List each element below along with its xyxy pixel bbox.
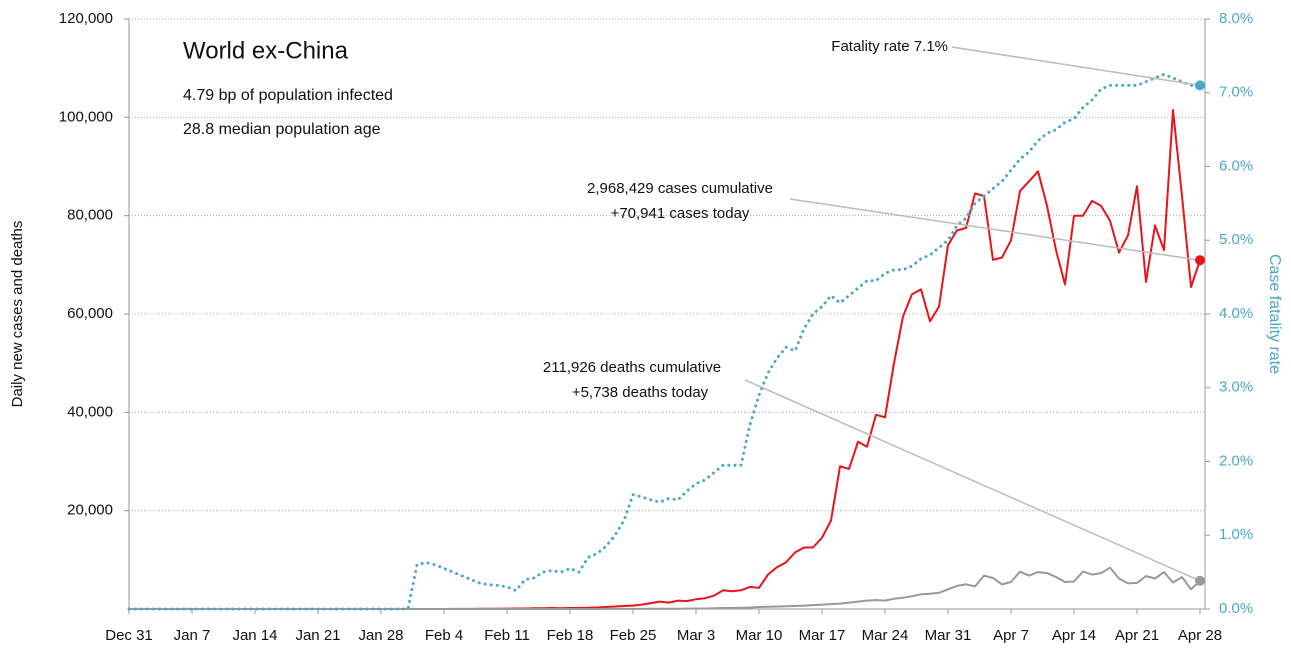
subtitle: 28.8 median population age (183, 121, 381, 138)
end-point (1195, 255, 1205, 266)
x-tick-label: Apr 14 (1052, 627, 1096, 644)
series-line (127, 72, 1202, 611)
y2-axis-label: Case fatality rate (1266, 254, 1283, 374)
x-tick-label: Mar 10 (736, 627, 783, 644)
y-axis-label: Daily new cases and deaths (9, 221, 26, 408)
end-point (1195, 575, 1205, 586)
y2-tick-label: 8.0% (1219, 10, 1253, 27)
y2-tick-label: 5.0% (1219, 231, 1253, 248)
annotation: Fatality rate 7.1% (831, 38, 948, 55)
y-tick-label: 100,000 (59, 108, 113, 125)
x-tick-label: Apr 7 (993, 627, 1029, 644)
leader-line (744, 379, 1201, 582)
x-tick-label: Dec 31 (105, 627, 153, 644)
y2-tick-label: 3.0% (1219, 379, 1253, 396)
x-tick-label: Apr 21 (1115, 627, 1159, 644)
x-tick-label: Feb 25 (610, 627, 657, 644)
x-tick-label: Mar 3 (677, 627, 715, 644)
y2-tick-label: 7.0% (1219, 84, 1253, 101)
y-tick-label: 60,000 (67, 305, 113, 322)
end-point (1195, 80, 1205, 91)
y2-tick-label: 0.0% (1219, 600, 1253, 617)
x-tick-label: Jan 28 (358, 627, 403, 644)
leader-line (789, 198, 1201, 261)
x-tick-label: Jan 14 (232, 627, 277, 644)
subtitle: 4.79 bp of population infected (183, 87, 393, 104)
x-tick-label: Mar 24 (862, 627, 909, 644)
y-tick-label: 80,000 (67, 207, 113, 224)
annotation: 211,926 deaths cumulative (543, 359, 721, 376)
x-tick-label: Feb 11 (484, 627, 530, 644)
annotation: +70,941 cases today (611, 205, 750, 222)
y2-tick-label: 1.0% (1219, 526, 1253, 543)
y2-tick-label: 6.0% (1219, 157, 1253, 174)
y-tick-label: 20,000 (67, 502, 113, 519)
chart-title: World ex-China (183, 37, 349, 64)
y-tick-label: 120,000 (59, 10, 113, 27)
leader-line (951, 46, 1201, 87)
x-tick-label: Mar 17 (799, 627, 846, 644)
y2-tick-label: 2.0% (1219, 452, 1253, 469)
x-tick-label: Jan 7 (174, 627, 211, 644)
y2-tick-label: 4.0% (1219, 305, 1253, 322)
x-tick-label: Jan 21 (295, 627, 340, 644)
annotation: 2,968,429 cases cumulative (587, 180, 773, 197)
annotation: +5,738 deaths today (572, 384, 709, 401)
x-tick-label: Mar 31 (925, 627, 972, 644)
y-tick-label: 40,000 (67, 403, 113, 420)
x-tick-label: Apr 28 (1178, 627, 1222, 644)
x-tick-label: Feb 4 (425, 627, 463, 644)
x-tick-label: Feb 18 (547, 627, 594, 644)
